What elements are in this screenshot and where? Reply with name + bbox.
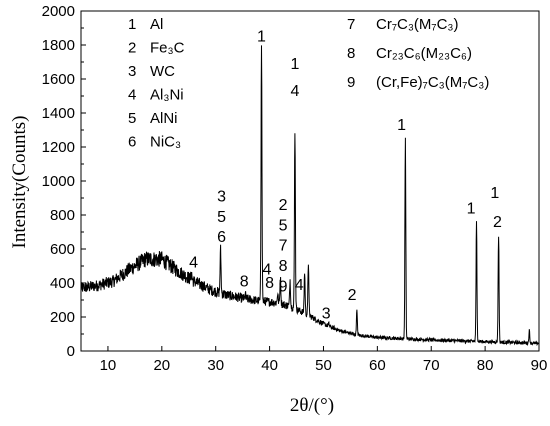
peak-label: 1: [467, 200, 476, 217]
legend-number: 5: [128, 110, 136, 127]
peak-label: 1: [257, 29, 266, 46]
y-tick-label: 400: [50, 275, 75, 292]
y-tick-label: 1600: [42, 71, 75, 88]
legend-number: 2: [128, 40, 136, 57]
legend-number: 8: [347, 45, 355, 62]
peak-label: 8: [279, 258, 288, 275]
y-tick-label: 0: [67, 343, 75, 360]
peak-label: 4: [189, 255, 198, 272]
legend-number: 9: [347, 74, 355, 91]
peak-label: 3: [322, 306, 331, 323]
peak-label: 5: [279, 217, 288, 234]
peak-label: 4: [295, 277, 304, 294]
legend-label: Fe₃C: [150, 40, 185, 57]
legend-number: 6: [128, 134, 136, 151]
x-tick-label: 70: [423, 357, 440, 374]
legend-number: 4: [128, 87, 136, 104]
legend-number: 1: [128, 16, 136, 33]
peak-label: 2: [493, 214, 502, 231]
peak-label: 8: [265, 275, 274, 292]
legend-label: Al₃Ni: [150, 87, 184, 104]
peak-label: 1: [490, 185, 499, 202]
y-tick-label: 200: [50, 309, 75, 326]
legend-label: Cr₂₃C₆(M₂₃C₆): [376, 45, 472, 62]
y-axis-title: Intensity(Counts): [9, 116, 30, 249]
peak-label: 2: [348, 287, 357, 304]
legend-number: 3: [128, 63, 136, 80]
x-tick-label: 20: [153, 357, 170, 374]
peak-label: 4: [262, 262, 271, 279]
y-tick-label: 800: [50, 207, 75, 224]
legend-label: Cr₇C₃(M₇C₃): [376, 16, 459, 33]
peak-label: 2: [279, 197, 288, 214]
y-tick-label: 1200: [42, 139, 75, 156]
x-tick-label: 90: [531, 357, 548, 374]
y-tick-label: 600: [50, 241, 75, 258]
x-tick-label: 40: [261, 357, 278, 374]
x-tick-label: 60: [369, 357, 386, 374]
peak-label: 8: [240, 273, 249, 290]
legend-label: AlNi: [150, 110, 178, 127]
peak-label: 3: [217, 188, 226, 205]
legend-label: Al: [150, 16, 163, 33]
legend-layer: 1 Al 2 Fe₃C 3 WC 4 Al₃Ni 5 AlNi 6 NiC₃ 7 Cr₇C₃(M₇C₃) 8…: [128, 16, 489, 151]
x-tick-label: 10: [100, 357, 117, 374]
legend-label: WC: [150, 63, 175, 80]
y-tick-label: 1000: [42, 173, 75, 190]
peak-label: 9: [279, 279, 288, 296]
plot-frame: [80, 10, 540, 352]
xrd-series-line: [80, 45, 540, 347]
x-tick-label: 50: [315, 357, 332, 374]
peak-label: 7: [279, 238, 288, 255]
y-tick-label: 1400: [42, 105, 75, 122]
peak-label: 1: [290, 56, 299, 73]
y-tick-label: 1800: [42, 37, 75, 54]
legend-label: NiC₃: [150, 134, 181, 151]
x-axis-title: 2θ/(°): [290, 395, 334, 416]
y-tick-label: 2000: [42, 3, 75, 20]
peak-label: 4: [290, 83, 299, 100]
x-tick-label: 80: [477, 357, 494, 374]
peak-label: 6: [217, 229, 226, 246]
legend-label: (Cr,Fe)₇C₃(M₇C₃): [376, 74, 489, 91]
peak-label: 1: [397, 117, 406, 134]
legend-number: 7: [347, 16, 355, 33]
x-tick-label: 30: [207, 357, 224, 374]
axes-layer: 10 20 30 40 50 60 70 80 90 0 200 400 600 800 1000 1200 1…: [42, 3, 548, 374]
peak-label: 5: [217, 209, 226, 226]
